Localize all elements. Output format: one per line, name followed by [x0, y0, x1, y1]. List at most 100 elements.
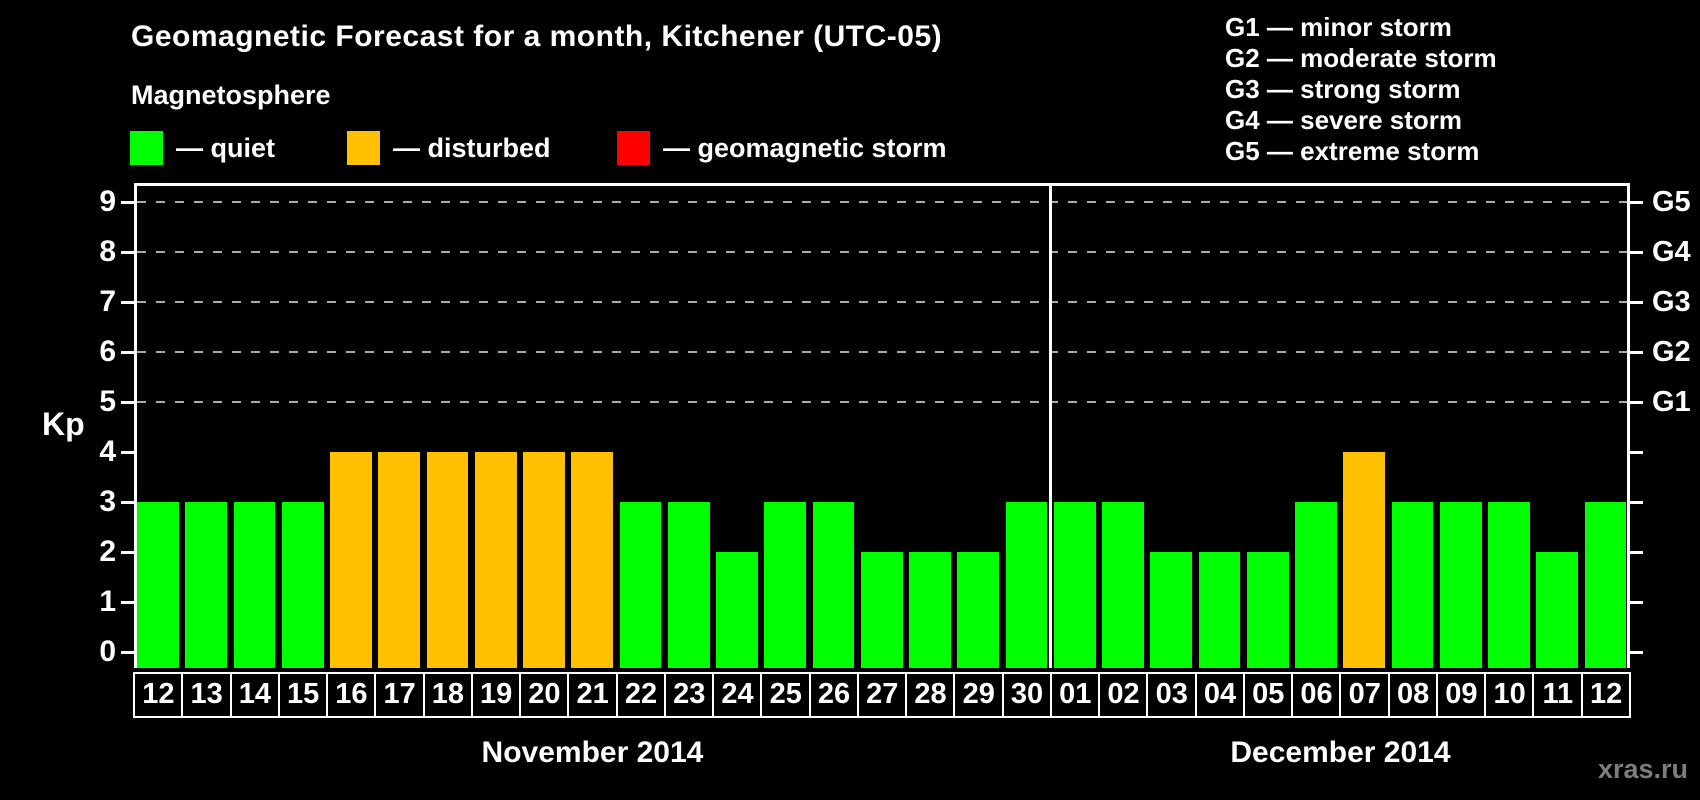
kp-bar-21: [571, 452, 614, 668]
right-tick-kp3: [1630, 501, 1643, 504]
date-cell-07: 07: [1339, 672, 1391, 718]
date-cell-19: 19: [470, 672, 522, 718]
kp-bar-16: [330, 452, 372, 668]
date-cell-17: 17: [374, 672, 426, 718]
legend-item-storm: — geomagnetic storm: [617, 130, 947, 166]
date-cell-04: 04: [1194, 672, 1246, 718]
kp-bar-06: [1295, 502, 1337, 668]
kp-bar-29: [957, 552, 1000, 668]
legend-label-disturbed: — disturbed: [393, 133, 551, 163]
kp-bar-14: [233, 502, 276, 668]
date-cell-08: 08: [1387, 672, 1439, 718]
left-tick-kp4: [121, 451, 134, 454]
left-tick-kp8: [121, 251, 134, 254]
kp-bar-13: [185, 502, 227, 668]
right-tick-kp5: [1630, 401, 1643, 404]
gridline-kp6: [137, 351, 1627, 353]
date-cell-16: 16: [326, 672, 377, 718]
kp-bar-26: [812, 502, 855, 668]
storm-legend-row-g3: G3 — strong storm: [1225, 74, 1461, 104]
left-tick-kp2: [121, 551, 134, 554]
date-cell-10: 10: [1484, 672, 1535, 718]
right-axis-label-g2: G2: [1652, 336, 1691, 368]
date-cell-06: 06: [1291, 672, 1342, 718]
gridline-kp7: [137, 301, 1627, 303]
date-cell-09: 09: [1435, 672, 1487, 718]
kp-bar-11: [1536, 552, 1579, 668]
kp-bar-02: [1102, 502, 1144, 668]
gridline-kp9: [137, 201, 1627, 203]
gridline-kp8: [137, 251, 1627, 253]
kp-bar-22: [619, 502, 662, 668]
y-tick-label-1: 1: [99, 585, 116, 618]
plot-area: [134, 183, 1630, 668]
legend-item-quiet: — quiet: [130, 130, 275, 166]
right-tick-kp6: [1630, 351, 1643, 354]
left-tick-kp1: [121, 601, 134, 604]
date-cell-29: 29: [953, 672, 1005, 718]
date-cell-23: 23: [663, 672, 715, 718]
storm-scale-legend: G1 — minor storm G2 — moderate storm G3 — …: [1225, 12, 1497, 167]
right-axis-label-g3: G3: [1652, 286, 1691, 318]
disturbed-color-swatch: [347, 131, 380, 165]
date-cell-14: 14: [229, 672, 281, 718]
kp-bar-15: [281, 502, 324, 668]
date-cell-18: 18: [422, 672, 474, 718]
y-tick-label-8: 8: [99, 235, 116, 268]
month-separator-line: [1049, 183, 1053, 668]
date-cell-25: 25: [760, 672, 812, 718]
kp-bar-24: [716, 552, 758, 668]
right-tick-kp9: [1630, 201, 1643, 204]
kp-bar-03: [1150, 552, 1193, 668]
kp-bar-30: [1005, 502, 1048, 668]
kp-bar-20: [523, 452, 565, 668]
y-tick-label-6: 6: [99, 335, 116, 368]
kp-bar-25: [764, 502, 807, 668]
left-tick-kp9: [121, 201, 134, 204]
y-tick-label-2: 2: [99, 535, 116, 568]
storm-legend-row-g4: G4 — severe storm: [1225, 105, 1463, 135]
right-tick-kp1: [1630, 601, 1643, 604]
date-cell-28: 28: [905, 672, 956, 718]
left-tick-kp0: [121, 651, 134, 654]
kp-bar-12: [1584, 502, 1627, 668]
date-cell-27: 27: [856, 672, 908, 718]
date-cell-20: 20: [519, 672, 570, 718]
y-tick-label-4: 4: [99, 435, 116, 468]
date-cell-24: 24: [712, 672, 763, 718]
right-tick-kp4: [1630, 451, 1643, 454]
right-tick-kp2: [1630, 551, 1643, 554]
kp-bar-28: [909, 552, 951, 668]
right-axis-line: [1627, 183, 1630, 668]
watermark: xras.ru: [1597, 754, 1688, 784]
kp-bar-17: [378, 452, 421, 668]
right-axis-label-g1: G1: [1652, 386, 1691, 418]
kp-bar-18: [426, 452, 469, 668]
y-tick-label-9: 9: [99, 185, 116, 218]
date-cell-12: 12: [1580, 672, 1632, 718]
kp-bar-10: [1488, 502, 1530, 668]
date-cell-13: 13: [181, 672, 232, 718]
kp-bar-05: [1246, 552, 1289, 668]
legend-label-quiet: — quiet: [176, 133, 275, 163]
left-tick-kp5: [121, 401, 134, 404]
y-axis-line: [134, 183, 137, 668]
right-tick-kp0: [1630, 651, 1643, 654]
date-cell-03: 03: [1146, 672, 1198, 718]
kp-bar-27: [860, 552, 903, 668]
y-tick-label-0: 0: [99, 635, 116, 668]
kp-bar-07: [1343, 452, 1386, 668]
left-tick-kp3: [121, 501, 134, 504]
right-axis-label-g5: G5: [1652, 186, 1691, 218]
legend-label-storm: — geomagnetic storm: [663, 133, 947, 163]
kp-bar-09: [1439, 502, 1482, 668]
date-cell-11: 11: [1532, 672, 1584, 718]
date-cell-30: 30: [1001, 672, 1053, 718]
month-label-0: November 2014: [481, 736, 704, 769]
storm-color-swatch: [617, 131, 650, 165]
kp-bar-01: [1053, 502, 1096, 668]
magnetosphere-label: Magnetosphere: [131, 80, 331, 110]
gridline-kp5: [137, 401, 1627, 403]
left-tick-kp7: [121, 301, 134, 304]
